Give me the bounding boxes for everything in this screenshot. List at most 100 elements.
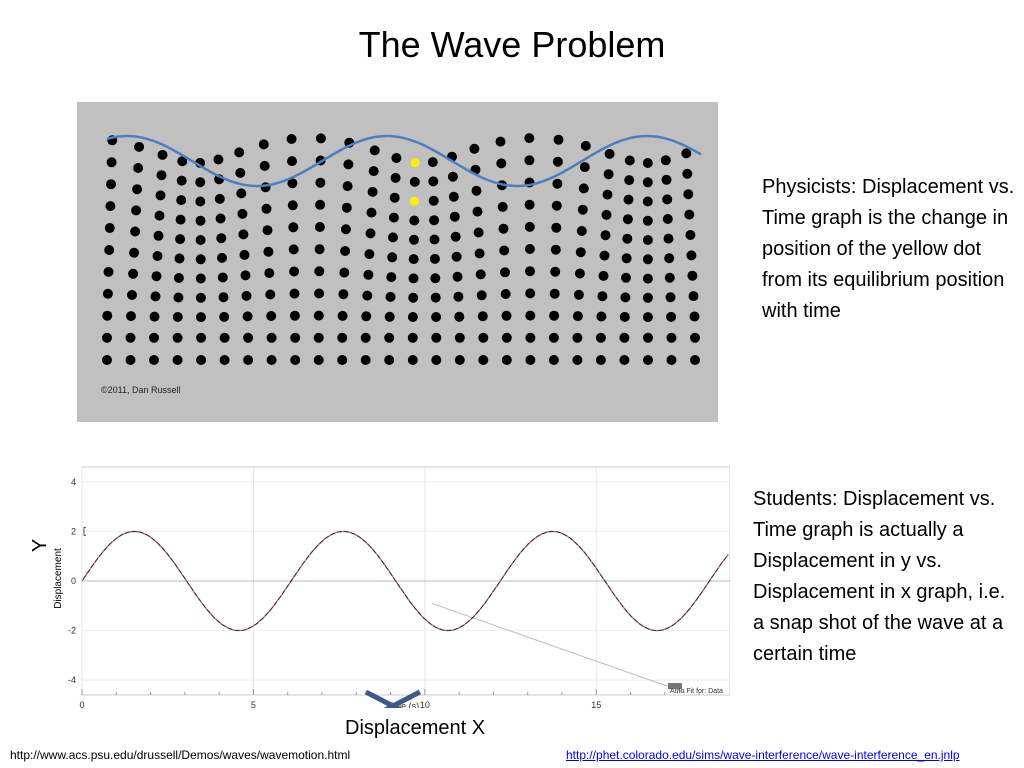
particle (195, 292, 206, 303)
particle (624, 155, 635, 166)
source-link-left[interactable]: http://www.acs.psu.edu/drussell/Demos/wa… (10, 748, 351, 762)
particle (177, 156, 188, 167)
particle (469, 143, 480, 154)
particle (580, 140, 591, 151)
particle (127, 290, 137, 300)
particle (133, 163, 144, 173)
students-note: Students: Displacement vs. Time graph is… (753, 488, 1006, 665)
particle (450, 231, 461, 242)
particle (621, 272, 631, 283)
particle (474, 248, 485, 259)
source-link-right[interactable]: http://phet.colorado.edu/sims/wave-inter… (566, 748, 960, 762)
particle (690, 332, 700, 343)
particle (471, 185, 482, 196)
particle (195, 215, 206, 226)
particle (664, 272, 675, 283)
particle (525, 355, 536, 365)
particle (430, 273, 441, 284)
particle (216, 233, 227, 244)
particle (408, 273, 419, 284)
particle (217, 272, 228, 283)
particle (289, 288, 300, 299)
particle (102, 310, 113, 321)
particle (314, 266, 325, 277)
particle (548, 332, 559, 343)
particle (156, 170, 167, 181)
particle (315, 199, 326, 210)
particle (196, 355, 207, 365)
particle (452, 271, 463, 282)
particle (362, 290, 373, 301)
particle (642, 254, 653, 265)
particle (219, 355, 230, 365)
particle (290, 332, 301, 343)
particle (666, 355, 677, 365)
particle (337, 332, 348, 343)
particle (239, 249, 250, 260)
copyright-text: ©2011, Dan Russell (101, 385, 181, 395)
particle (289, 266, 300, 277)
x-tick-label: 10 (420, 700, 430, 708)
particle (663, 233, 674, 244)
particle (195, 196, 206, 207)
particle (384, 311, 395, 322)
particle (314, 244, 325, 255)
particle (290, 355, 301, 365)
particle (660, 155, 671, 166)
particle (195, 254, 206, 265)
particle (125, 332, 136, 343)
highlighted-particle (410, 158, 420, 168)
y-tick-label: -4 (68, 675, 76, 685)
particle (501, 332, 512, 343)
particle (525, 332, 536, 343)
particle (643, 355, 653, 365)
particle (172, 312, 183, 322)
particle (387, 252, 398, 263)
particle (155, 190, 166, 201)
particle (687, 270, 698, 281)
particle (498, 223, 509, 234)
particle (241, 290, 252, 301)
particle (684, 209, 695, 220)
particle (384, 332, 395, 343)
particle (473, 227, 484, 238)
particle (548, 355, 559, 365)
particle (524, 244, 535, 254)
particle (431, 332, 442, 343)
particle (643, 332, 653, 343)
particle (157, 149, 168, 160)
particle (599, 250, 610, 261)
particle (549, 310, 560, 321)
particle (195, 177, 206, 188)
particle (196, 332, 207, 343)
fit-line (431, 602, 686, 693)
particle (602, 189, 613, 200)
particle (690, 355, 700, 365)
particle (578, 183, 589, 194)
wave-series (81, 531, 729, 631)
particle (366, 207, 377, 218)
particle (577, 204, 588, 215)
particle (572, 355, 583, 365)
particle (258, 139, 269, 150)
particle (472, 206, 483, 217)
particle (264, 268, 275, 279)
particle (642, 312, 653, 323)
particle (408, 254, 419, 265)
particle (240, 270, 251, 281)
particle (128, 268, 139, 279)
particle (431, 312, 442, 322)
particle (409, 234, 419, 245)
particle (621, 253, 632, 264)
particle (126, 311, 136, 322)
particle (217, 252, 227, 263)
particle (130, 226, 141, 237)
particle (287, 178, 298, 189)
particle (313, 355, 324, 365)
particle (642, 292, 653, 303)
particle (176, 195, 187, 206)
particle (388, 212, 399, 223)
particle (524, 199, 535, 210)
particle (176, 175, 187, 186)
x-tick-label: 0 (79, 700, 84, 708)
